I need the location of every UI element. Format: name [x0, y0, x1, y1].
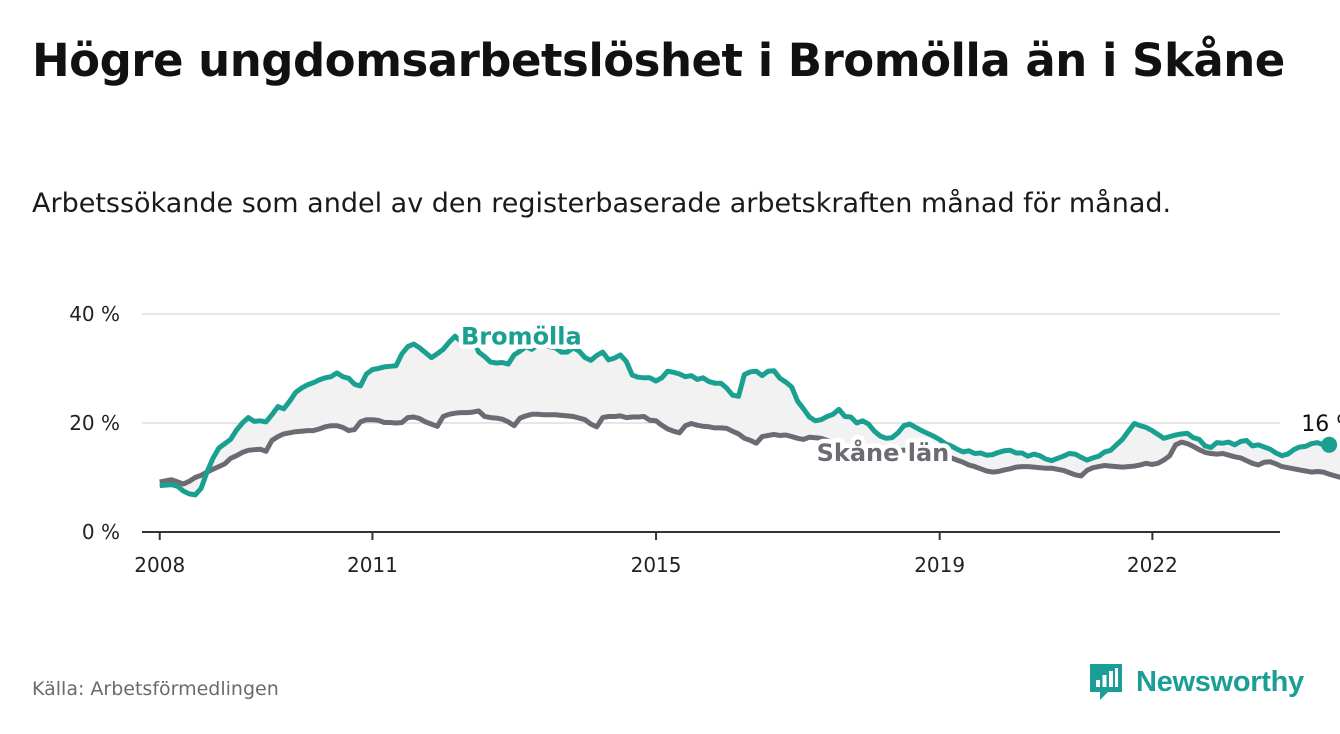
- axes: 0 % 20 % 40 % 2008 2011 2015 2019 2022: [69, 302, 1280, 577]
- y-tick-label: 20 %: [69, 411, 120, 435]
- x-tick-label: 2008: [134, 553, 185, 577]
- y-tick-label: 40 %: [69, 302, 120, 326]
- x-tick-label: 2015: [631, 553, 682, 577]
- x-tick-label: 2011: [347, 553, 398, 577]
- x-tick-label: 2022: [1127, 553, 1178, 577]
- brand-logo[interactable]: Newsworthy: [1088, 660, 1304, 704]
- skane-series-label: Skåne län: [817, 438, 950, 467]
- newsworthy-chart-icon: [1090, 664, 1122, 700]
- bromolla-line: [159, 333, 1330, 498]
- chart-subtitle: Arbetssökande som andel av den registerb…: [32, 188, 1172, 219]
- y-tick-label: 0 %: [82, 520, 120, 544]
- difference-band: [159, 336, 1340, 495]
- bromolla-end-point: [1321, 436, 1338, 453]
- skane-line: [159, 408, 1340, 487]
- bromolla-end-label: 16 %: [1301, 412, 1340, 437]
- series-lines: [159, 333, 1340, 498]
- source-note: Källa: Arbetsförmedlingen: [32, 678, 279, 700]
- bromolla-series-label: Bromölla: [461, 323, 582, 351]
- x-tick-label: 2019: [914, 553, 965, 577]
- chart-title: Högre ungdomsarbetslöshet i Bromölla än …: [32, 34, 1285, 87]
- brand-name: Newsworthy: [1136, 665, 1304, 698]
